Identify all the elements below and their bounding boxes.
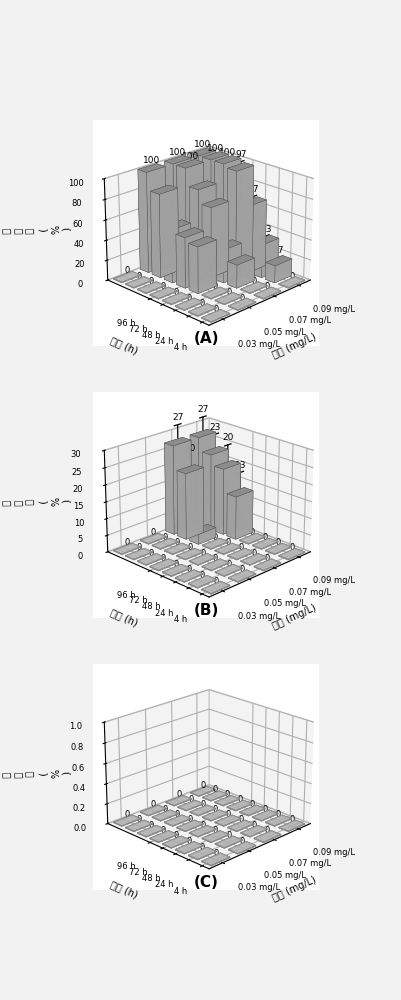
X-axis label: 浓度 (mg/L): 浓度 (mg/L) xyxy=(270,331,317,360)
X-axis label: 浓度 (mg/L): 浓度 (mg/L) xyxy=(270,875,317,903)
Text: (C): (C) xyxy=(193,875,218,890)
X-axis label: 浓度 (mg/L): 浓度 (mg/L) xyxy=(270,603,317,631)
Text: (A): (A) xyxy=(193,331,218,346)
Text: (B): (B) xyxy=(193,603,218,618)
Y-axis label: 时间 (h): 时间 (h) xyxy=(109,879,139,899)
Y-axis label: 时间 (h): 时间 (h) xyxy=(109,607,139,628)
Y-axis label: 时间 (h): 时间 (h) xyxy=(109,335,139,356)
